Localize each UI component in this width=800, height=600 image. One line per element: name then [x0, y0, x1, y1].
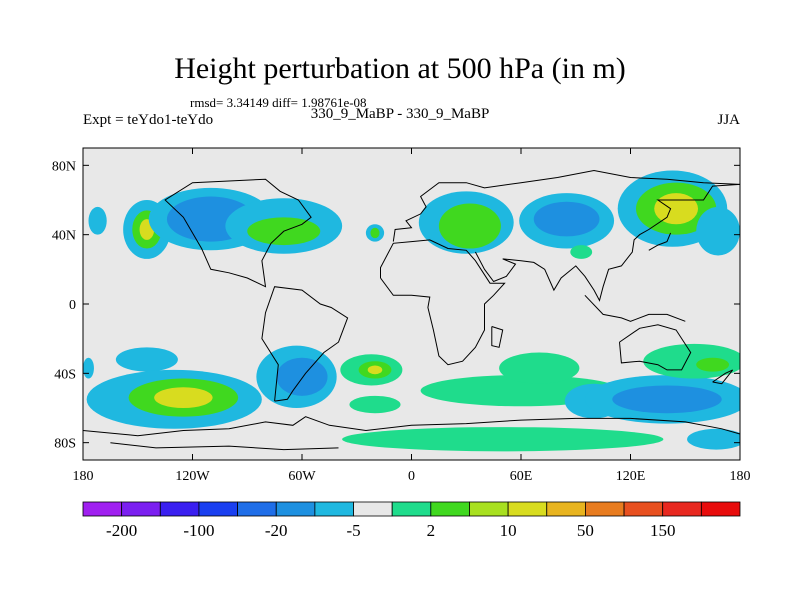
coastline	[261, 286, 349, 402]
stats-label: rmsd= 3.34149 diff= 1.98761e-08	[190, 95, 367, 110]
experiment-label: Expt = teYdo1-teYdo	[83, 112, 214, 128]
anomaly-contour	[570, 245, 593, 259]
colorbar-label: 2	[427, 521, 436, 540]
anomaly-contour	[276, 357, 328, 396]
x-tick-label: 0	[408, 469, 415, 484]
x-tick-label: 60E	[510, 469, 533, 484]
anomaly-contour	[370, 227, 380, 239]
colorbar-swatch	[275, 501, 316, 517]
x-tick-label: 120E	[616, 469, 646, 484]
colorbar-label: 50	[577, 521, 594, 540]
anomaly-contour	[367, 365, 383, 375]
anomaly-contour	[115, 347, 178, 372]
colorbar-swatch	[159, 501, 200, 517]
coastline	[164, 178, 312, 288]
coastline	[584, 294, 686, 322]
colorbar-swatch	[314, 501, 354, 517]
coastline	[648, 232, 672, 251]
y-tick-label: 0	[69, 298, 76, 313]
colorbar-label: -5	[346, 521, 360, 540]
case-label: 330_9_MaBP - 330_9_MaBP	[310, 106, 490, 122]
anomaly-contour	[83, 357, 94, 379]
colorbar-swatch	[700, 501, 741, 517]
colorbar-swatch	[469, 501, 509, 517]
coastline	[110, 442, 339, 451]
colorbar-label: -200	[106, 521, 137, 540]
y-tick-label: 40S	[54, 367, 76, 382]
colorbar-label: -100	[183, 521, 214, 540]
colorbar-swatch	[82, 501, 123, 517]
coastline	[712, 369, 734, 385]
coastline	[380, 239, 506, 366]
colorbar: -200 -100 -20 -5 2 10 50 150	[82, 501, 741, 540]
colorbar-swatch	[546, 501, 586, 517]
x-tick-label: 120W	[175, 469, 210, 484]
coastline	[392, 169, 740, 242]
chart-title: Height perturbation at 500 hPa (in m)	[174, 52, 626, 85]
y-tick-label: 80N	[52, 159, 76, 174]
coastline-layer	[83, 169, 740, 451]
coastline	[491, 326, 504, 348]
anomaly-contour	[687, 428, 740, 450]
y-tick-label: 80S	[54, 437, 76, 452]
anomaly-contour	[612, 385, 722, 414]
colorbar-swatch	[585, 501, 625, 517]
x-tick-label: 180	[730, 469, 751, 484]
colorbar-swatch	[353, 501, 393, 517]
coastline	[619, 324, 692, 371]
colorbar-swatch	[507, 501, 548, 517]
colorbar-swatch	[237, 501, 277, 517]
anomaly-contour	[533, 201, 600, 237]
colorbar-swatch	[391, 501, 432, 517]
colorbar-swatch	[430, 501, 470, 517]
coastline	[474, 183, 740, 302]
anomaly-contour	[88, 206, 107, 235]
anomaly-layer	[83, 170, 740, 452]
anomaly-contour	[696, 357, 730, 372]
anomaly-contour	[438, 203, 501, 249]
anomaly-contour	[154, 387, 213, 408]
x-tick-label: 180	[73, 469, 94, 484]
anomaly-contour	[349, 395, 401, 414]
anomaly-contour	[654, 193, 699, 225]
y-tick-label: 40N	[52, 229, 76, 244]
colorbar-swatch	[662, 501, 702, 517]
axes-layer: 180 120W 60W 0 60E 120E 180 80N 40N 0 40S 80S	[52, 148, 751, 484]
colorbar-swatch	[198, 501, 238, 517]
colorbar-swatch	[121, 501, 161, 517]
colorbar-label: -20	[265, 521, 288, 540]
coastline	[83, 416, 740, 437]
colorbar-swatch	[623, 501, 664, 517]
x-tick-label: 60W	[288, 469, 316, 484]
anomaly-contour	[499, 352, 580, 384]
anomaly-contour	[342, 427, 664, 452]
anomaly-contour	[696, 206, 740, 256]
season-label: JJA	[717, 112, 740, 128]
colorbar-label: 150	[650, 521, 676, 540]
colorbar-label: 10	[500, 521, 517, 540]
